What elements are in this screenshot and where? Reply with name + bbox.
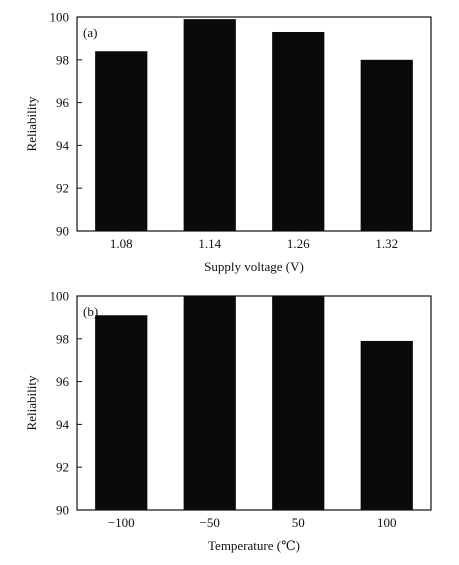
y-tick-label-a-2: 94 (56, 138, 70, 153)
plot-frame-b (76, 295, 432, 511)
y-axis-label-a: Reliability (24, 96, 39, 151)
y-tick-label-b-1: 92 (56, 460, 69, 475)
x-tick-label-b-2: 50 (292, 515, 305, 530)
x-tick-label-b-1: −50 (200, 515, 220, 530)
bar-b-3 (360, 340, 413, 510)
bar-a-1 (183, 19, 236, 231)
bar-b-0 (95, 315, 148, 510)
y-ticks-b: 90 92 94 96 98 100 (50, 289, 82, 518)
bar-b-2 (272, 296, 325, 510)
bar-a-3 (360, 59, 413, 231)
x-ticks-b: −100 −50 50 100 (108, 505, 397, 530)
x-axis-label-a: Supply voltage (V) (204, 259, 304, 274)
y-tick-label-b-3: 96 (56, 374, 70, 389)
y-tick-label-b-4: 98 (56, 331, 69, 346)
y-tick-label-a-3: 96 (56, 95, 70, 110)
x-tick-label-a-3: 1.32 (375, 236, 398, 251)
y-tick-label-a-1: 92 (56, 181, 69, 196)
bar-b-1 (183, 296, 236, 510)
x-tick-label-b-0: −100 (108, 515, 135, 530)
bars-a (95, 19, 413, 232)
x-tick-label-a-1: 1.14 (198, 236, 221, 251)
y-tick-label-a-0: 90 (56, 224, 69, 239)
x-tick-label-a-0: 1.08 (110, 236, 133, 251)
plot-frame-a (76, 16, 432, 232)
y-tick-label-a-4: 98 (56, 52, 69, 67)
bar-a-0 (95, 51, 148, 231)
y-axis-label-b: Reliability (24, 375, 39, 430)
x-ticks-a: 1.08 1.14 1.26 1.32 (110, 226, 398, 251)
x-tick-label-a-2: 1.26 (287, 236, 310, 251)
chart-panel-b: (b) 90 92 94 96 98 100 −100 −50 50 100 Reliabili… (24, 289, 432, 553)
y-tick-label-b-0: 90 (56, 503, 69, 518)
y-tick-label-b-2: 94 (56, 417, 70, 432)
bar-a-2 (272, 31, 325, 232)
y-tick-label-a-5: 100 (50, 10, 70, 25)
chart-panel-a: (a) 90 92 94 96 98 100 1.08 1.14 1.26 1.32 Relia… (24, 10, 432, 274)
bars-b (95, 296, 413, 510)
y-tick-label-b-5: 100 (50, 289, 70, 304)
y-ticks-a: 90 92 94 96 98 100 (50, 10, 82, 239)
x-tick-label-b-3: 100 (377, 515, 397, 530)
panel-label-a: (a) (83, 25, 97, 40)
x-axis-label-b: Temperature (℃) (208, 538, 300, 553)
panel-label-b: (b) (83, 304, 98, 319)
